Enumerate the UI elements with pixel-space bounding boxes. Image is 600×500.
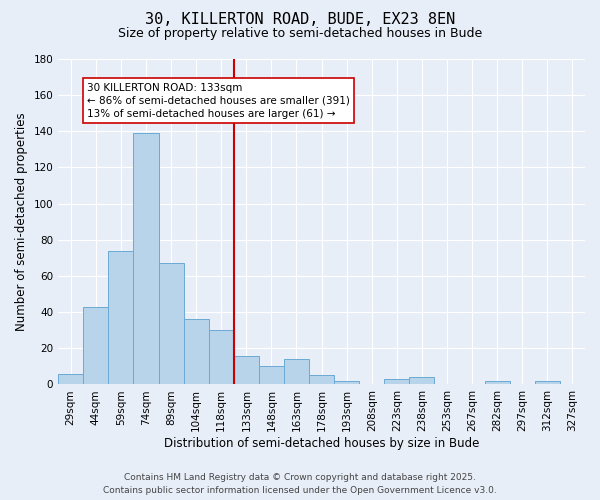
Bar	[234, 356, 259, 384]
Bar	[259, 366, 284, 384]
Text: Size of property relative to semi-detached houses in Bude: Size of property relative to semi-detach…	[118, 28, 482, 40]
Bar	[284, 359, 309, 384]
Y-axis label: Number of semi-detached properties: Number of semi-detached properties	[15, 112, 28, 331]
Bar	[209, 330, 234, 384]
Bar	[385, 379, 409, 384]
Bar	[334, 381, 359, 384]
Text: 30 KILLERTON ROAD: 133sqm
← 86% of semi-detached houses are smaller (391)
13% of: 30 KILLERTON ROAD: 133sqm ← 86% of semi-…	[87, 82, 350, 119]
Bar	[184, 320, 209, 384]
Text: Contains HM Land Registry data © Crown copyright and database right 2025.
Contai: Contains HM Land Registry data © Crown c…	[103, 474, 497, 495]
Bar	[133, 133, 158, 384]
X-axis label: Distribution of semi-detached houses by size in Bude: Distribution of semi-detached houses by …	[164, 437, 479, 450]
Bar	[485, 381, 510, 384]
Bar	[83, 306, 109, 384]
Bar	[409, 377, 434, 384]
Bar	[109, 250, 133, 384]
Bar	[535, 381, 560, 384]
Bar	[58, 374, 83, 384]
Bar	[309, 376, 334, 384]
Bar	[158, 264, 184, 384]
Text: 30, KILLERTON ROAD, BUDE, EX23 8EN: 30, KILLERTON ROAD, BUDE, EX23 8EN	[145, 12, 455, 28]
